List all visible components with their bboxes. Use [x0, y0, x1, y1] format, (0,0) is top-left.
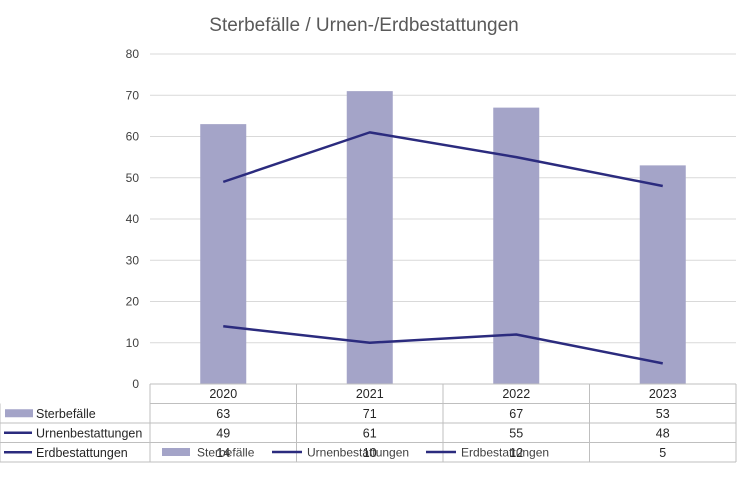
y-tick-label: 70	[126, 88, 140, 102]
legend-key-sterbefälle	[162, 448, 190, 456]
y-tick-label: 60	[126, 130, 140, 144]
category-label: 2021	[356, 387, 384, 401]
y-tick-label: 10	[126, 336, 140, 350]
chart-title: Sterbefälle / Urnen-/Erdbestattungen	[209, 15, 518, 36]
data-label: 63	[216, 407, 230, 421]
y-tick-label: 50	[126, 171, 140, 185]
table-key-sterbefälle	[5, 409, 33, 418]
gridlines	[150, 53, 736, 344]
data-label: 12	[509, 446, 523, 460]
data-label: 61	[363, 426, 377, 440]
y-tick-label: 30	[126, 253, 140, 267]
bar-2023	[639, 165, 686, 384]
y-tick-label: 80	[126, 47, 140, 61]
line-series	[222, 131, 663, 365]
legend: Sterbefälle Urnenbestattungen Erdbestattun…	[162, 446, 549, 460]
bar-2022	[493, 107, 540, 384]
data-table: 2020 2021 2022 2023 Sterbefälle 63 71 67 53 Urnen…	[0, 383, 737, 463]
line-urnenbestattungen	[222, 131, 663, 188]
data-label: 71	[363, 407, 377, 421]
data-label: 55	[509, 426, 523, 440]
y-tick-label: 20	[126, 295, 140, 309]
category-label: 2023	[649, 387, 677, 401]
y-tick-label: 40	[126, 212, 140, 226]
data-label: 48	[656, 426, 670, 440]
bar-series	[200, 91, 686, 384]
y-tick-label: 0	[132, 377, 139, 391]
data-label: 49	[216, 426, 230, 440]
legend-label: Erdbestattungen	[461, 446, 549, 460]
series-label: Urnenbestattungen	[36, 426, 142, 440]
series-label: Erdbestattungen	[36, 446, 128, 460]
legend-label: Sterbefälle	[197, 446, 255, 460]
category-label: 2022	[502, 387, 530, 401]
category-label: 2020	[209, 387, 237, 401]
data-label: 14	[216, 446, 230, 460]
data-label: 53	[656, 407, 670, 421]
series-label: Sterbefälle	[36, 407, 96, 421]
data-label: 5	[659, 446, 666, 460]
legend-label: Urnenbestattungen	[307, 446, 409, 460]
bar-2021	[346, 91, 393, 384]
data-label: 10	[363, 446, 377, 460]
bar-2020	[200, 124, 247, 384]
y-axis: 0 10 20 30 40 50 60 70 80	[126, 47, 140, 391]
data-label: 67	[509, 407, 523, 421]
line-erdbestattungen	[223, 325, 663, 365]
